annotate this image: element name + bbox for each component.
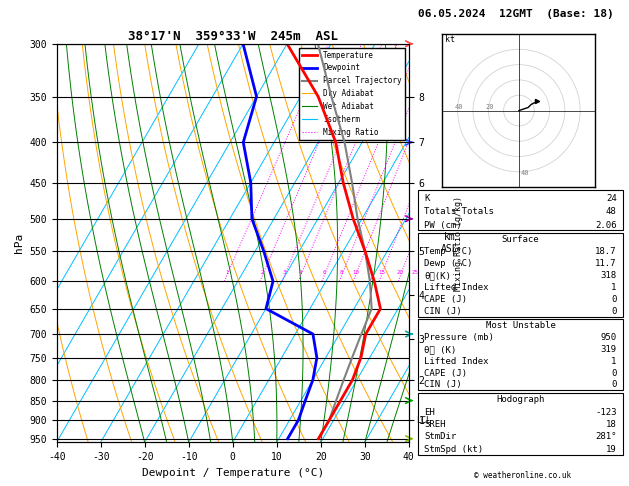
Text: CAPE (J): CAPE (J) [425,369,467,378]
Text: 24: 24 [606,194,616,203]
Text: 8: 8 [340,271,343,276]
Text: 20: 20 [397,271,404,276]
Text: 40: 40 [520,170,529,176]
Text: 15: 15 [378,271,385,276]
Text: 2: 2 [260,271,264,276]
Text: 3: 3 [282,271,286,276]
Title: 38°17'N  359°33'W  245m  ASL: 38°17'N 359°33'W 245m ASL [128,30,338,43]
Text: 18: 18 [606,420,616,429]
Text: 6: 6 [323,271,326,276]
Text: EH: EH [425,408,435,417]
Text: 0: 0 [611,381,616,389]
Text: 319: 319 [601,345,616,354]
Text: PW (cm): PW (cm) [425,221,462,230]
Text: 0: 0 [611,307,616,316]
Text: Most Unstable: Most Unstable [486,321,555,330]
Text: -123: -123 [595,408,616,417]
Text: Temp (°C): Temp (°C) [425,247,473,256]
Y-axis label: hPa: hPa [14,233,24,253]
Text: Lifted Index: Lifted Index [425,283,489,292]
Text: 1: 1 [611,357,616,366]
Text: 4: 4 [299,271,303,276]
Text: 40: 40 [455,104,463,110]
Text: 06.05.2024  12GMT  (Base: 18): 06.05.2024 12GMT (Base: 18) [418,9,614,19]
Text: 2.06: 2.06 [595,221,616,230]
Text: kt: kt [445,35,455,44]
Text: StmSpd (kt): StmSpd (kt) [425,445,484,453]
Text: StmDir: StmDir [425,432,457,441]
Legend: Temperature, Dewpoint, Parcel Trajectory, Dry Adiabat, Wet Adiabat, Isotherm, Mi: Temperature, Dewpoint, Parcel Trajectory… [299,48,405,139]
Bar [418,233,623,317]
Text: CAPE (J): CAPE (J) [425,295,467,304]
Text: Lifted Index: Lifted Index [425,357,489,366]
Text: 0: 0 [611,369,616,378]
Text: LCL: LCL [416,416,431,425]
Text: K: K [425,194,430,203]
Text: 1: 1 [225,271,228,276]
Text: Mixing Ratio (g/kg): Mixing Ratio (g/kg) [454,195,463,291]
Bar [418,319,623,390]
Text: 950: 950 [601,333,616,342]
Bar [418,190,623,230]
Text: 20: 20 [485,104,494,110]
Text: © weatheronline.co.uk: © weatheronline.co.uk [474,471,571,480]
Text: Hodograph: Hodograph [496,395,545,404]
Text: Totals Totals: Totals Totals [425,208,494,216]
Text: 19: 19 [606,445,616,453]
X-axis label: Dewpoint / Temperature (°C): Dewpoint / Temperature (°C) [142,468,324,478]
Text: CIN (J): CIN (J) [425,307,462,316]
Text: Dewp (°C): Dewp (°C) [425,259,473,268]
Text: Pressure (mb): Pressure (mb) [425,333,494,342]
Y-axis label: km
ASL: km ASL [441,232,459,254]
Text: 10: 10 [352,271,359,276]
Text: 48: 48 [606,208,616,216]
Text: 1: 1 [611,283,616,292]
Text: Surface: Surface [502,235,539,244]
Text: 281°: 281° [595,432,616,441]
Text: θᴇ(K): θᴇ(K) [425,271,451,280]
Text: 318: 318 [601,271,616,280]
Text: SREH: SREH [425,420,446,429]
Text: 18.7: 18.7 [595,247,616,256]
Text: 0: 0 [611,295,616,304]
Text: 11.7: 11.7 [595,259,616,268]
Text: CIN (J): CIN (J) [425,381,462,389]
Text: θᴇ (K): θᴇ (K) [425,345,457,354]
Bar [418,393,623,454]
Text: 25: 25 [412,271,419,276]
